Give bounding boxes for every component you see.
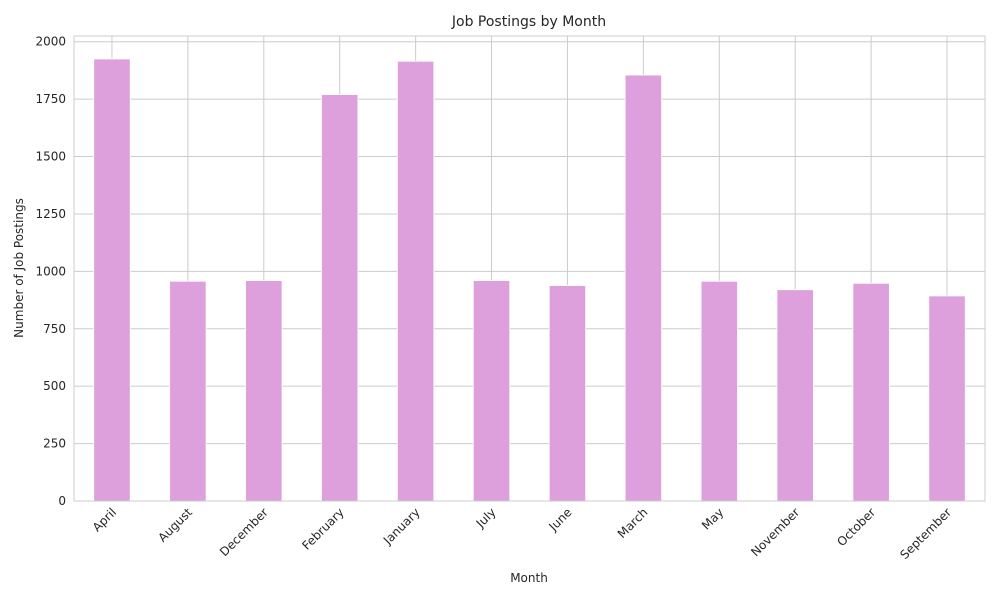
bar-february	[321, 94, 359, 502]
x-tick-label-november: November	[748, 505, 802, 559]
bars	[93, 58, 966, 502]
y-tick-label: 0	[58, 494, 66, 508]
x-axis-label: Month	[510, 571, 548, 585]
bar-june	[548, 285, 587, 502]
x-tick-label-april: April	[90, 505, 119, 534]
y-tick-label: 1750	[35, 92, 66, 106]
x-tick-label-october: October	[834, 505, 878, 549]
bar-july	[472, 280, 511, 502]
x-tick-label-may: May	[699, 505, 726, 532]
bar-may	[700, 280, 738, 502]
bar-august	[169, 280, 207, 502]
y-tick-label: 2000	[35, 35, 66, 49]
plot-frame	[73, 35, 986, 502]
x-tick-labels: April August December February January July Ju…	[90, 505, 954, 562]
bar-november	[776, 289, 814, 502]
x-tick-label-august: August	[155, 505, 195, 545]
bar-october	[852, 282, 890, 502]
x-tick-label-june: June	[545, 505, 574, 534]
x-tick-label-february: February	[299, 505, 347, 553]
x-tick-label-march: March	[615, 505, 651, 541]
y-tick-label: 1500	[35, 150, 66, 164]
bar-march	[624, 74, 662, 502]
y-tick-label: 500	[43, 379, 66, 393]
y-tick-label: 750	[43, 322, 66, 336]
x-tick-label-september: September	[897, 505, 954, 562]
x-tick-label-december: December	[217, 505, 271, 559]
bar-april	[93, 58, 131, 502]
x-tick-label-july: July	[473, 505, 499, 531]
y-tick-label: 1250	[35, 207, 66, 221]
gridlines	[74, 36, 985, 502]
chart-title: Job Postings by Month	[451, 14, 606, 30]
bar-january	[397, 60, 435, 502]
y-axis-label: Number of Job Postings	[12, 198, 26, 338]
bar-september	[928, 295, 966, 502]
y-tick-label: 250	[43, 437, 66, 451]
x-tick-label-january: January	[380, 505, 423, 548]
y-tick-labels: 0 250 500 750 1000 1250 1500 1750 2000	[35, 35, 66, 508]
bar-december	[245, 280, 283, 502]
y-tick-label: 1000	[35, 264, 66, 278]
